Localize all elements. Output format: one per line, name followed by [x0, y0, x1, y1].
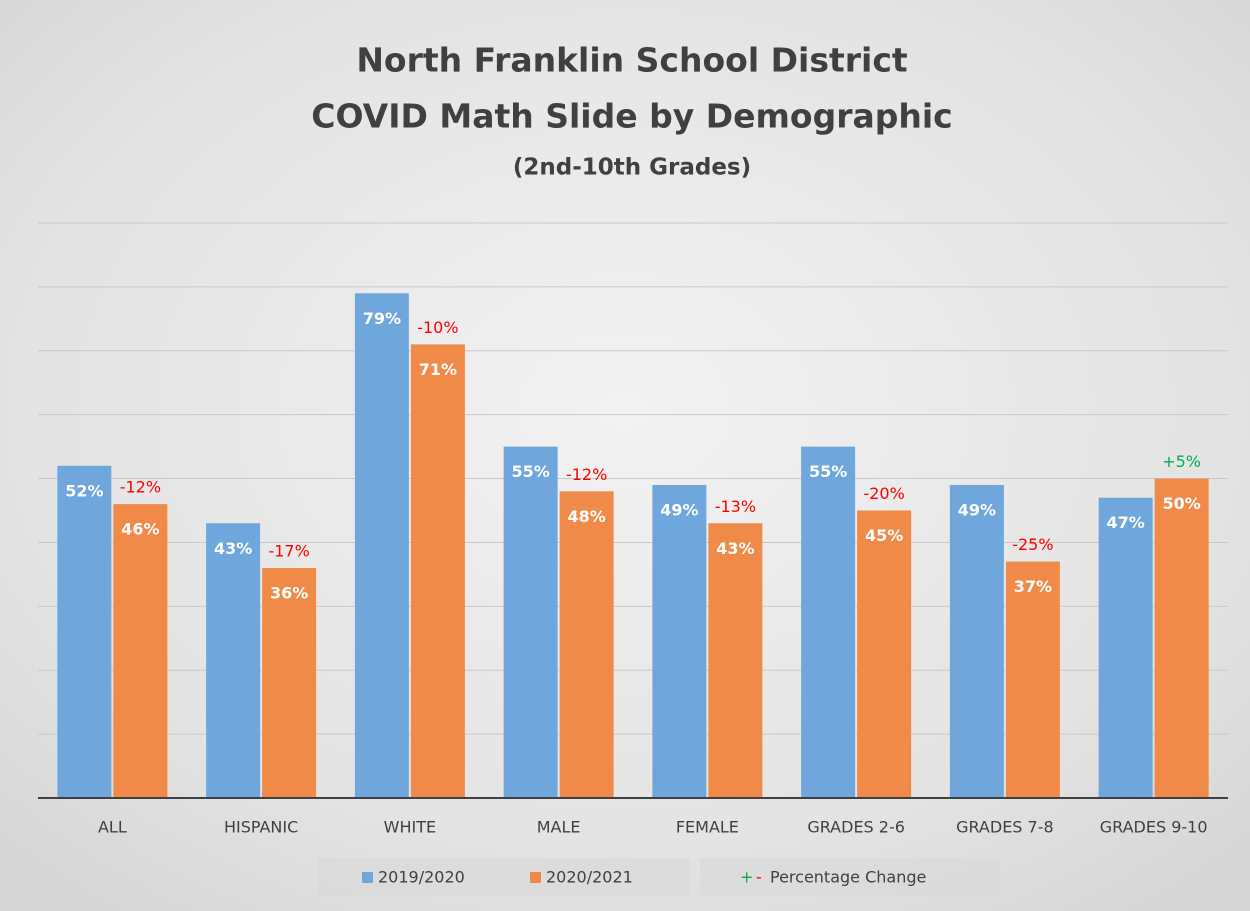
x-tick-label: GRADES 7-8	[956, 818, 1054, 837]
legend-box	[318, 858, 690, 896]
bar	[652, 484, 707, 798]
data-label: 55%	[511, 462, 549, 481]
legend-swatch	[530, 872, 541, 883]
chart-title: North Franklin School District	[356, 41, 908, 80]
bar	[1154, 478, 1209, 798]
legend-label: Percentage Change	[770, 868, 926, 887]
data-label: 79%	[363, 309, 401, 328]
data-label: 47%	[1106, 513, 1144, 532]
data-label: 55%	[809, 462, 847, 481]
chart-title: COVID Math Slide by Demographic	[311, 97, 952, 136]
change-label: +5%	[1162, 452, 1201, 471]
data-label: 43%	[716, 539, 754, 558]
data-label: 46%	[121, 520, 159, 539]
data-label: 50%	[1162, 494, 1200, 513]
bar	[113, 504, 168, 798]
bar	[801, 446, 856, 798]
change-label: -17%	[268, 542, 309, 561]
legend-minus: -	[756, 868, 762, 887]
bar	[857, 510, 912, 798]
data-label: 49%	[958, 500, 996, 519]
legend-swatch	[362, 872, 373, 883]
x-tick-label: GRADES 9-10	[1100, 818, 1208, 837]
x-tick-label: WHITE	[384, 818, 436, 837]
x-tick-label: FEMALE	[676, 818, 739, 837]
x-tick-label: GRADES 2-6	[807, 818, 905, 837]
bar	[354, 293, 409, 798]
legend-plus: +	[740, 868, 753, 887]
bar	[708, 523, 763, 798]
x-tick-label: MALE	[537, 818, 581, 837]
bar	[410, 344, 465, 798]
data-label: 43%	[214, 539, 252, 558]
change-label: -13%	[715, 497, 756, 516]
data-label: 49%	[660, 500, 698, 519]
data-label: 45%	[865, 526, 903, 545]
legend-label: 2020/2021	[546, 868, 633, 887]
data-label: 71%	[419, 360, 457, 379]
change-label: -25%	[1012, 535, 1053, 554]
change-label: -20%	[863, 484, 904, 503]
change-label: -10%	[417, 318, 458, 337]
legend-label: 2019/2020	[378, 868, 465, 887]
change-label: -12%	[120, 478, 161, 497]
bar	[1098, 497, 1153, 798]
x-tick-label: HISPANIC	[224, 818, 298, 837]
data-label: 36%	[270, 584, 308, 603]
chart-subtitle: (2nd-10th Grades)	[513, 155, 751, 181]
legend-box	[700, 858, 1000, 896]
bar	[503, 446, 558, 798]
bar	[262, 568, 317, 798]
change-label: -12%	[566, 465, 607, 484]
x-tick-label: ALL	[98, 818, 127, 837]
bar	[206, 523, 261, 798]
data-label: 48%	[567, 507, 605, 526]
bar	[559, 491, 614, 798]
data-label: 37%	[1014, 577, 1052, 596]
bar	[949, 484, 1004, 798]
bar	[57, 465, 112, 798]
data-label: 52%	[65, 481, 103, 500]
bar	[1005, 561, 1060, 798]
